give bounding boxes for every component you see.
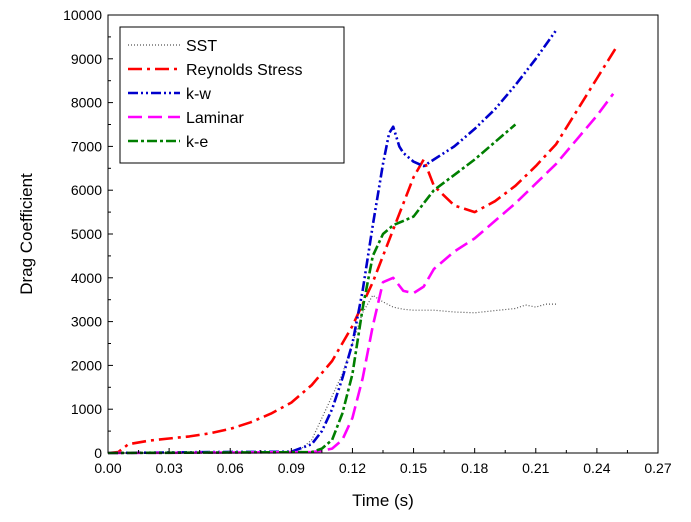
y-tick-label: 1000 (71, 401, 102, 417)
y-tick-label: 6000 (71, 182, 102, 198)
y-axis: 0 1000 2000 3000 4000 5000 6000 7000 8000 9000 100… (63, 7, 113, 461)
series-line-k-e (107, 123, 517, 455)
y-tick-label: 5000 (71, 226, 102, 242)
x-tick-label: 0.24 (583, 460, 610, 476)
series-line-sst (107, 294, 557, 454)
x-axis-label: Time (s) (352, 491, 414, 510)
x-axis: 0.00 0.03 0.06 0.09 0.12 0.15 0.18 0.21 0.24 0.27 (94, 448, 672, 476)
series-line-reynolds-stress (107, 45, 619, 455)
legend-label: k-w (186, 86, 211, 103)
x-tick-label: 0.27 (644, 460, 671, 476)
x-tick-label: 0.12 (339, 460, 366, 476)
series-line-k-w (107, 29, 558, 455)
y-tick-label: 3000 (71, 314, 102, 330)
x-tick-label: 0.18 (461, 460, 488, 476)
legend-label: Reynolds Stress (186, 62, 303, 79)
legend: SST Reynolds Stress k-w Laminar k-e (119, 26, 345, 164)
legend-label: Laminar (186, 110, 244, 127)
y-tick-label: 8000 (71, 95, 102, 111)
legend-label: SST (186, 38, 217, 55)
series-line-laminar (107, 93, 615, 455)
y-tick-label: 7000 (71, 138, 102, 154)
legend-box (119, 26, 345, 164)
y-tick-label: 4000 (71, 270, 102, 286)
y-axis-label: Drag Coefficient (17, 173, 36, 295)
y-tick-label: 10000 (63, 7, 102, 23)
x-tick-label: 0.21 (522, 460, 549, 476)
series-layer (107, 29, 619, 455)
y-tick-label: 2000 (71, 357, 102, 373)
x-tick-label: 0.15 (400, 460, 427, 476)
y-tick-label: 9000 (71, 51, 102, 67)
x-tick-label: 0.00 (94, 460, 121, 476)
legend-label: k-e (186, 134, 208, 151)
y-tick-label: 0 (94, 445, 102, 461)
x-tick-label: 0.03 (155, 460, 182, 476)
x-tick-label: 0.09 (278, 460, 305, 476)
x-tick-label: 0.06 (217, 460, 244, 476)
